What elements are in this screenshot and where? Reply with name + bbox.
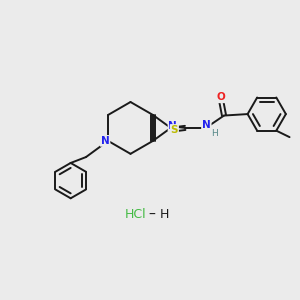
Text: N: N (101, 136, 110, 146)
Text: N: N (169, 121, 177, 131)
Text: N: N (202, 120, 211, 130)
Text: O: O (217, 92, 226, 102)
Text: –: – (148, 208, 155, 222)
Text: H: H (160, 208, 169, 221)
Text: H: H (211, 129, 218, 138)
Text: S: S (171, 125, 178, 135)
Text: HCl: HCl (124, 208, 146, 221)
